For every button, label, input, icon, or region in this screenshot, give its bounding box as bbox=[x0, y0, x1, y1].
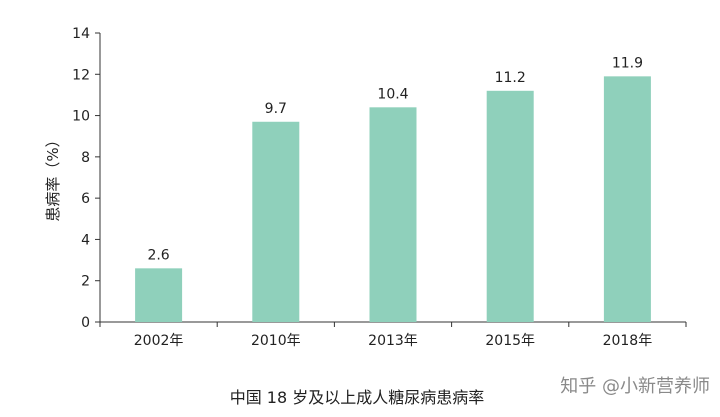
x-tick-label: 2018年 bbox=[603, 333, 653, 349]
x-tick-label: 2015年 bbox=[485, 333, 535, 349]
bar-value-label: 11.2 bbox=[495, 70, 526, 86]
y-tick-label: 8 bbox=[81, 150, 90, 166]
chart-title: 中国 18 岁及以上成人糖尿病患病率 bbox=[230, 388, 485, 407]
y-tick-label: 0 bbox=[81, 315, 90, 331]
bar bbox=[252, 121, 300, 322]
bar bbox=[369, 107, 417, 322]
y-tick-label: 14 bbox=[72, 26, 90, 42]
watermark-text: 知乎 @小新营养师 bbox=[560, 376, 710, 397]
y-tick-label: 4 bbox=[81, 232, 90, 248]
x-tick-label: 2002年 bbox=[134, 333, 184, 349]
bars bbox=[135, 76, 651, 322]
bar bbox=[486, 90, 534, 322]
y-tick-label: 2 bbox=[81, 274, 90, 290]
bar-value-label: 11.9 bbox=[612, 55, 643, 71]
bar bbox=[135, 268, 183, 322]
x-tick-label: 2010年 bbox=[251, 333, 301, 349]
y-ticks: 0 2 4 6 8 10 12 14 bbox=[72, 26, 100, 331]
y-axis-title: 患病率（%） bbox=[44, 132, 62, 221]
bar-value-label: 10.4 bbox=[377, 86, 408, 102]
bar-value-label: 9.7 bbox=[265, 101, 287, 117]
x-ticks: 2002年 2010年 2013年 2015年 2018年 bbox=[99, 322, 687, 349]
x-tick-label: 2013年 bbox=[368, 333, 418, 349]
y-tick-label: 6 bbox=[81, 191, 90, 207]
data-labels: 2.6 9.7 10.4 11.2 11.9 bbox=[147, 55, 643, 263]
bar bbox=[603, 76, 651, 322]
y-tick-label: 12 bbox=[72, 67, 90, 83]
bar-value-label: 2.6 bbox=[147, 247, 169, 263]
y-tick-label: 10 bbox=[72, 109, 90, 125]
